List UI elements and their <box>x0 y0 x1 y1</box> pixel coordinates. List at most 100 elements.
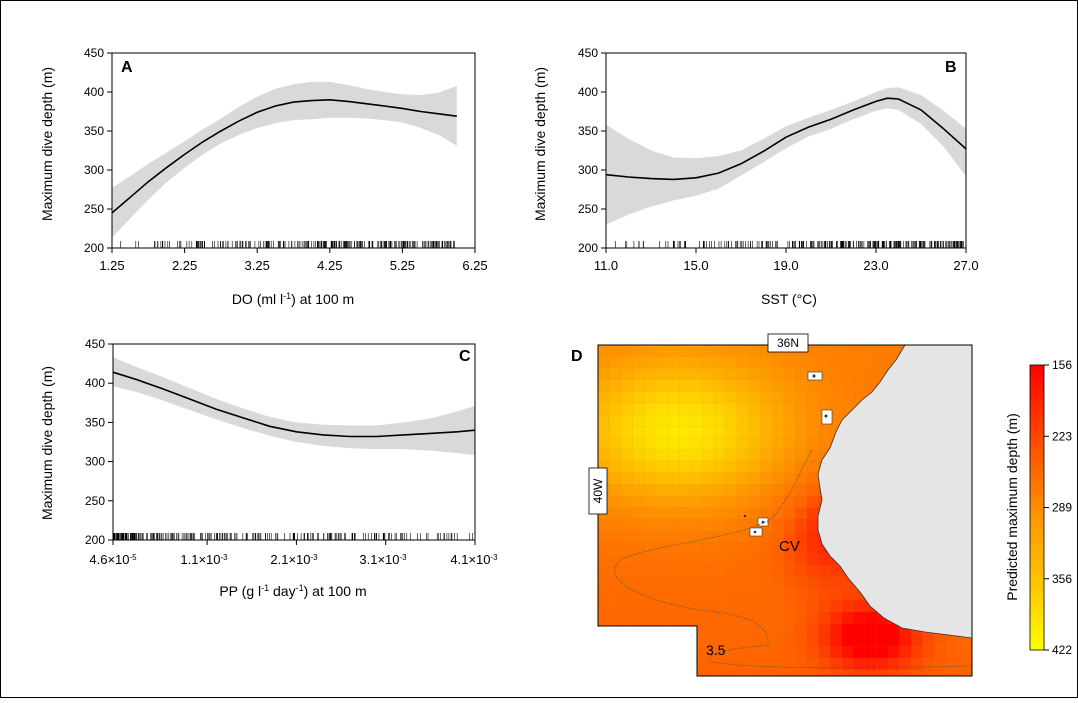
y-tick-label: 350 <box>84 124 104 138</box>
land-africa <box>817 345 972 639</box>
panel-label: B <box>945 59 957 76</box>
x-tick-label: 19.0 <box>773 258 798 273</box>
y-tick-label: 250 <box>84 202 104 216</box>
x-tick-label: 5.25 <box>390 258 415 273</box>
y-tick-label: 450 <box>578 46 598 60</box>
confidence-band <box>606 87 966 225</box>
region-label: CV <box>779 538 800 555</box>
y-tick-label: 300 <box>85 455 105 469</box>
y-tick-label: 200 <box>578 241 598 255</box>
fit-curve <box>112 371 476 438</box>
y-tick-label: 300 <box>578 163 598 177</box>
x-tick-label: 1.25 <box>99 258 124 273</box>
contour-label: 3.5 <box>706 642 726 658</box>
colorbar-ticks: 156 223 289 356 422 <box>1044 358 1072 657</box>
y-axis-label: Maximum dive depth (m) <box>39 67 55 221</box>
colorbar-tick-label: 156 <box>1052 358 1072 372</box>
x-axis-label: PP (g l-1 day-1) at 100 m <box>219 583 366 599</box>
x-tick-label: 11.0 <box>594 258 618 273</box>
x-tick-label: 3.25 <box>245 258 270 273</box>
y-tick-label: 200 <box>85 533 105 547</box>
panel-label: D <box>571 348 583 365</box>
heatmap-cell <box>969 658 972 671</box>
lon-label-box <box>588 467 608 515</box>
rug-marks <box>615 241 964 248</box>
y-tick-labels: 200 250 300 350 400 450 <box>85 337 105 547</box>
plot-frame <box>112 343 476 541</box>
x-axis-label-tail: ) at 100 m <box>291 291 354 307</box>
x-tick-labels: 11.0 15.0 19.0 23.0 27.0 <box>594 258 979 273</box>
y-tick-label: 400 <box>578 85 598 99</box>
x-axis-label: SST (°C) <box>761 291 817 307</box>
x-tick-label: 15.0 <box>683 258 708 273</box>
x-tick-labels: 4.6×10-5 1.1×10-3 2.1×10-3 3.1×10-3 4.1×… <box>89 552 498 567</box>
axes <box>601 52 967 253</box>
y-tick-label: 200 <box>84 241 104 255</box>
confidence-band <box>112 81 457 238</box>
x-tick-label: 2.25 <box>172 258 197 273</box>
y-tick-labels: 200 250 300 350 400 450 <box>84 46 104 255</box>
ci-band <box>113 357 475 456</box>
map-outline <box>597 344 973 677</box>
island <box>761 520 765 524</box>
x-tick-label: 3.1×10-3 <box>359 552 407 567</box>
island <box>812 374 816 378</box>
colorbar-tick-label: 289 <box>1052 501 1072 515</box>
fit-line <box>111 98 457 214</box>
rug-marks <box>120 241 455 248</box>
confidence-band <box>113 357 475 456</box>
y-tick-label: 250 <box>85 494 105 508</box>
island <box>743 514 747 518</box>
colorbar-tick-label: 356 <box>1052 572 1072 586</box>
y-tick-label: 400 <box>85 376 105 390</box>
y-tick-labels: 200 250 300 350 400 450 <box>578 46 598 255</box>
ci-band <box>606 87 966 225</box>
island <box>824 414 828 418</box>
panel-label: A <box>121 59 133 76</box>
y-tick-label: 450 <box>84 46 104 60</box>
axes <box>108 343 476 545</box>
land <box>817 345 972 639</box>
x-tick-label: 6.25 <box>462 258 487 273</box>
panel-label: C <box>459 348 471 365</box>
panel-a: 200 250 300 350 400 450 1.25 2.25 3.25 4.25 5.25 6… <box>39 46 488 307</box>
fit-curve <box>111 98 457 214</box>
panel-c: 200 250 300 350 400 450 4.6×10-5 1.1×10-3 2.1… <box>39 337 498 599</box>
island <box>753 530 757 534</box>
x-tick-labels: 1.25 2.25 3.25 4.25 5.25 6.25 <box>99 258 487 273</box>
lat-label-box <box>767 333 809 353</box>
x-tick-label: 4.1×10-3 <box>450 552 498 567</box>
islands <box>743 371 833 537</box>
lon-label: 40W <box>591 478 605 503</box>
x-axis-label-sup: -1 <box>283 291 291 301</box>
x-axis-label-main: DO (ml l <box>232 291 283 307</box>
y-axis-label: Maximum dive depth (m) <box>39 366 55 520</box>
y-tick-label: 350 <box>85 415 105 429</box>
y-tick-label: 400 <box>84 85 104 99</box>
y-axis-label: Maximum dive depth (m) <box>532 67 548 221</box>
colorbar-title: Predicted maximum depth (m) <box>1004 413 1020 601</box>
x-tick-label: 4.25 <box>317 258 342 273</box>
x-tick-label: 23.0 <box>863 258 888 273</box>
x-tick-label: 1.1×10-3 <box>180 552 228 567</box>
x-tick-label: 2.1×10-3 <box>270 552 318 567</box>
x-tick-label: 4.6×10-5 <box>89 552 137 567</box>
y-tick-label: 250 <box>578 202 598 216</box>
lat-label: 36N <box>777 336 799 350</box>
fit-line <box>605 97 967 181</box>
axes <box>107 52 476 253</box>
plot-frame <box>111 52 476 249</box>
colorbar-tick-label: 422 <box>1052 643 1072 657</box>
heatmap-cell <box>969 646 972 659</box>
colorbar-tick-label: 223 <box>1052 429 1072 443</box>
y-tick-label: 300 <box>84 163 104 177</box>
x-tick-label: 27.0 <box>953 258 978 273</box>
fit-curve <box>605 97 967 181</box>
rug-marks <box>113 533 474 540</box>
fit-line <box>112 371 476 438</box>
panel-d-map: D 36N <box>571 333 1072 677</box>
ci-band <box>112 81 457 238</box>
